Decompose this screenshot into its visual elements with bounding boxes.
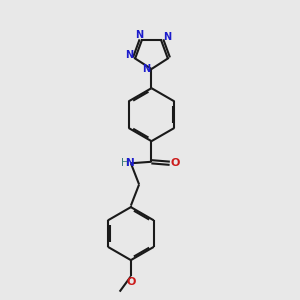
Text: N: N bbox=[126, 158, 135, 168]
Text: O: O bbox=[171, 158, 180, 168]
Text: N: N bbox=[135, 30, 143, 40]
Text: N: N bbox=[163, 32, 171, 42]
Text: H: H bbox=[122, 158, 129, 168]
Text: N: N bbox=[142, 64, 150, 74]
Text: N: N bbox=[125, 50, 133, 61]
Text: O: O bbox=[127, 277, 136, 286]
